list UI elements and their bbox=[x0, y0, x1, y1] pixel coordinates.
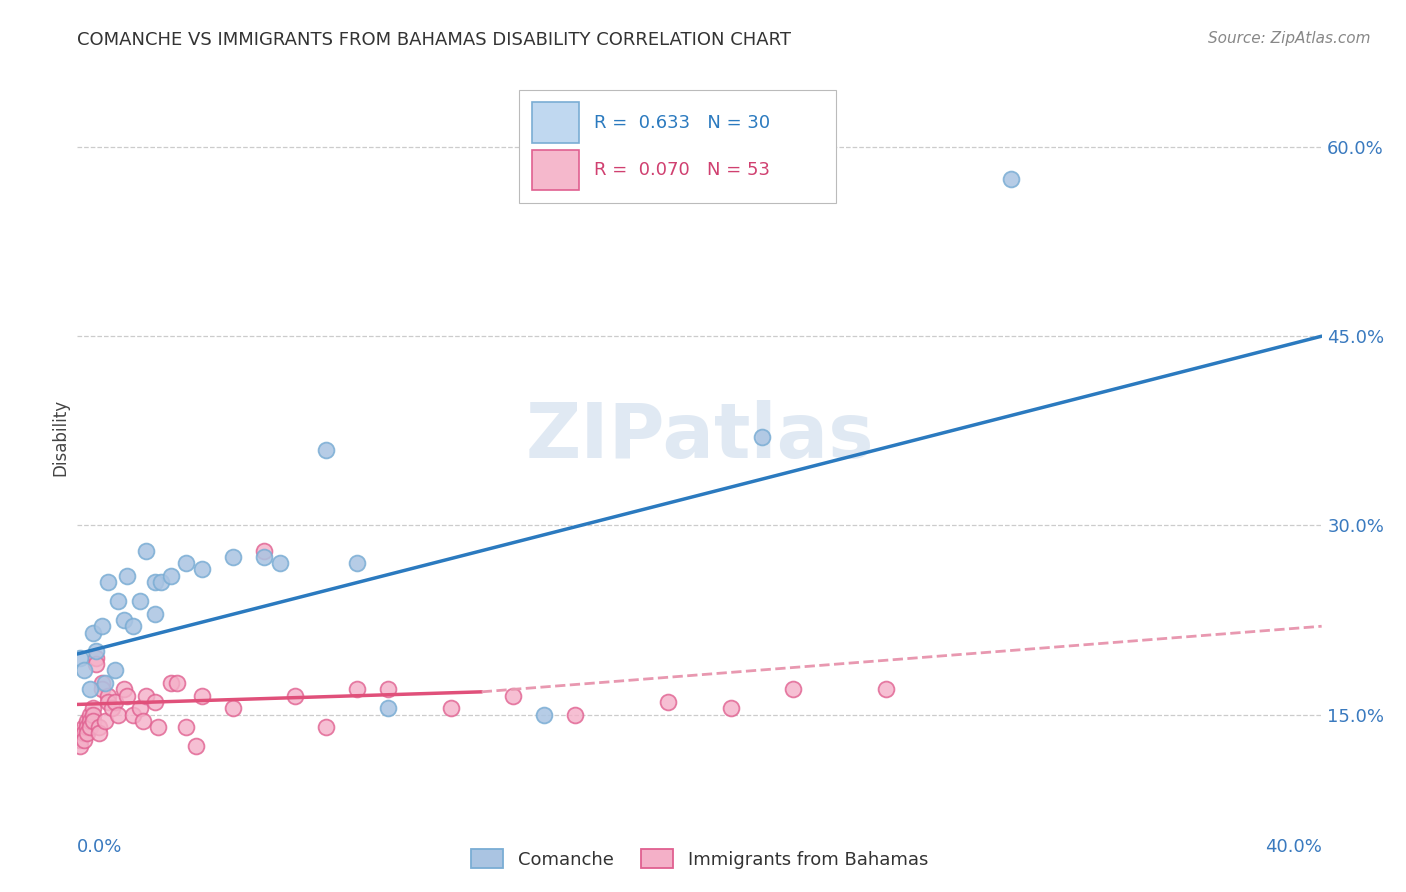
Point bbox=[69, 739, 91, 753]
Point bbox=[135, 543, 157, 558]
FancyBboxPatch shape bbox=[531, 103, 579, 143]
Point bbox=[87, 720, 110, 734]
Point bbox=[131, 714, 153, 728]
Point bbox=[377, 682, 399, 697]
Point bbox=[72, 664, 94, 678]
Point bbox=[782, 682, 804, 697]
Point bbox=[751, 430, 773, 444]
Point bbox=[87, 726, 110, 740]
Point bbox=[440, 701, 463, 715]
Point bbox=[107, 707, 129, 722]
Point bbox=[253, 549, 276, 564]
Point bbox=[79, 714, 101, 728]
Point bbox=[72, 726, 94, 740]
Point bbox=[115, 569, 138, 583]
Point bbox=[191, 689, 214, 703]
Point bbox=[69, 732, 91, 747]
Point bbox=[100, 701, 122, 715]
Text: R =  0.633   N = 30: R = 0.633 N = 30 bbox=[593, 113, 770, 131]
Point bbox=[91, 676, 114, 690]
Point bbox=[69, 650, 91, 665]
FancyBboxPatch shape bbox=[531, 150, 579, 190]
Point bbox=[91, 682, 114, 697]
Point bbox=[135, 689, 157, 703]
Point bbox=[174, 720, 197, 734]
Point bbox=[128, 701, 150, 715]
Point bbox=[112, 682, 135, 697]
Point bbox=[84, 644, 107, 658]
Point bbox=[346, 556, 368, 570]
Point bbox=[143, 607, 166, 621]
Point bbox=[269, 556, 291, 570]
Point bbox=[148, 720, 170, 734]
Point bbox=[720, 701, 742, 715]
Point bbox=[104, 664, 127, 678]
Point bbox=[122, 619, 145, 633]
Point bbox=[112, 613, 135, 627]
Point bbox=[82, 625, 104, 640]
Text: ZIPatlas: ZIPatlas bbox=[526, 401, 873, 474]
Point bbox=[107, 594, 129, 608]
Point bbox=[104, 695, 127, 709]
Point bbox=[79, 707, 101, 722]
Text: R =  0.070   N = 53: R = 0.070 N = 53 bbox=[593, 161, 769, 179]
Point bbox=[315, 442, 337, 457]
Point bbox=[69, 726, 91, 740]
Point bbox=[82, 714, 104, 728]
Point bbox=[76, 720, 98, 734]
Legend: Comanche, Immigrants from Bahamas: Comanche, Immigrants from Bahamas bbox=[464, 842, 935, 876]
Point bbox=[94, 714, 117, 728]
Point bbox=[79, 720, 101, 734]
Point bbox=[76, 714, 98, 728]
Point bbox=[79, 682, 101, 697]
Point bbox=[502, 689, 524, 703]
Point bbox=[657, 695, 679, 709]
Point bbox=[377, 701, 399, 715]
Point bbox=[253, 543, 276, 558]
Point bbox=[97, 689, 120, 703]
Point bbox=[166, 676, 188, 690]
Point bbox=[159, 569, 181, 583]
Point bbox=[72, 732, 94, 747]
Point bbox=[94, 676, 117, 690]
Point bbox=[72, 720, 94, 734]
Point bbox=[150, 575, 173, 590]
Point bbox=[184, 739, 207, 753]
Point bbox=[222, 701, 245, 715]
Point bbox=[143, 695, 166, 709]
Point bbox=[84, 657, 107, 671]
Point bbox=[284, 689, 307, 703]
Point bbox=[143, 575, 166, 590]
Point bbox=[159, 676, 181, 690]
Point bbox=[76, 726, 98, 740]
Point bbox=[128, 594, 150, 608]
Text: 0.0%: 0.0% bbox=[77, 838, 122, 856]
Point bbox=[82, 701, 104, 715]
Point bbox=[191, 562, 214, 576]
Point bbox=[91, 619, 114, 633]
Point bbox=[564, 707, 586, 722]
Point bbox=[84, 650, 107, 665]
Point bbox=[1000, 171, 1022, 186]
Point bbox=[346, 682, 368, 697]
Text: Source: ZipAtlas.com: Source: ZipAtlas.com bbox=[1208, 31, 1371, 46]
Y-axis label: Disability: Disability bbox=[51, 399, 69, 475]
Point bbox=[82, 707, 104, 722]
Text: 40.0%: 40.0% bbox=[1265, 838, 1322, 856]
Point bbox=[97, 695, 120, 709]
Point bbox=[222, 549, 245, 564]
Point bbox=[533, 707, 555, 722]
Point bbox=[315, 720, 337, 734]
Point bbox=[174, 556, 197, 570]
Point bbox=[97, 575, 120, 590]
Point bbox=[875, 682, 897, 697]
Text: COMANCHE VS IMMIGRANTS FROM BAHAMAS DISABILITY CORRELATION CHART: COMANCHE VS IMMIGRANTS FROM BAHAMAS DISA… bbox=[77, 31, 792, 49]
Point bbox=[122, 707, 145, 722]
Point bbox=[115, 689, 138, 703]
FancyBboxPatch shape bbox=[519, 90, 837, 203]
